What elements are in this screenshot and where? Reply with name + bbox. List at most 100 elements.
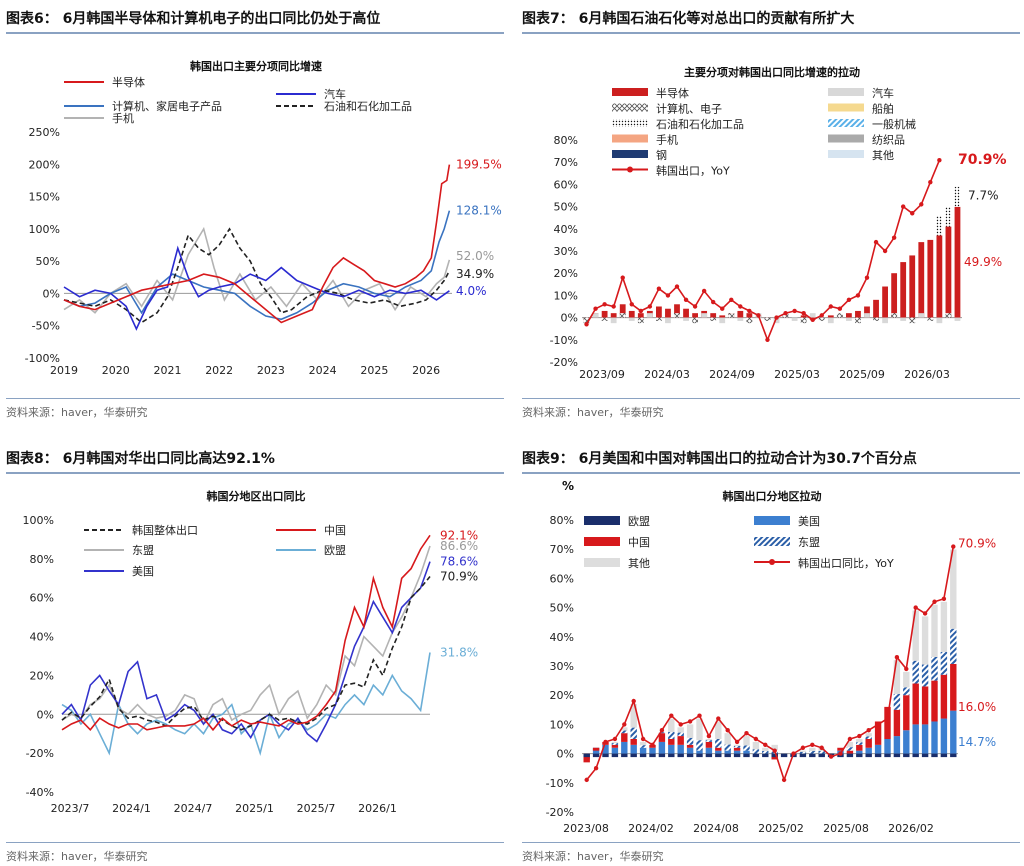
bar-us bbox=[602, 744, 609, 754]
total-marker bbox=[725, 728, 730, 733]
bar-eu bbox=[592, 753, 600, 758]
bar-other bbox=[656, 317, 662, 321]
bar-other bbox=[724, 733, 731, 745]
total-marker bbox=[810, 317, 815, 323]
bar-china bbox=[950, 663, 957, 711]
bar-other bbox=[610, 317, 617, 324]
bar-eu bbox=[733, 753, 741, 758]
bar-other bbox=[882, 317, 888, 324]
legend-swatch bbox=[584, 537, 620, 546]
bar-asean bbox=[639, 745, 647, 748]
bar-china bbox=[658, 733, 666, 742]
y-tick-label: -20% bbox=[550, 356, 578, 369]
bar-us bbox=[715, 750, 722, 754]
legend-label: 半导体 bbox=[656, 86, 689, 100]
bar-eu bbox=[846, 753, 854, 758]
bar-eu bbox=[630, 753, 637, 758]
legend-label: 汽车 bbox=[872, 86, 894, 100]
bar-eu bbox=[658, 753, 666, 758]
bar-us bbox=[903, 730, 910, 754]
bar-eu bbox=[809, 753, 816, 758]
total-marker bbox=[765, 337, 770, 342]
bar-eu bbox=[940, 753, 948, 758]
bar-other bbox=[921, 616, 929, 665]
legend-swatch bbox=[828, 88, 864, 96]
bar-other bbox=[809, 313, 816, 318]
bar-other bbox=[715, 721, 722, 739]
total-marker bbox=[659, 728, 665, 733]
bar-china bbox=[931, 680, 938, 722]
total-marker bbox=[622, 722, 627, 727]
total-marker bbox=[857, 733, 862, 739]
total-marker bbox=[792, 308, 797, 314]
y-tick-label: 10% bbox=[550, 718, 574, 731]
bar-china bbox=[856, 744, 863, 751]
bar-asean bbox=[658, 732, 666, 734]
bar-china bbox=[583, 753, 590, 763]
bar-us bbox=[950, 710, 957, 754]
bar-eu bbox=[771, 753, 778, 758]
bar-semiconductor bbox=[637, 313, 644, 318]
bar-other bbox=[799, 750, 807, 752]
legend-label: 一般机械 bbox=[872, 117, 916, 131]
bar-other bbox=[752, 741, 760, 750]
bar-asean bbox=[921, 664, 929, 687]
legend-swatch bbox=[828, 119, 864, 127]
legend-marker bbox=[627, 166, 633, 173]
bar-other bbox=[692, 317, 698, 324]
bar-eu bbox=[884, 753, 891, 758]
bar-asean bbox=[752, 749, 760, 754]
x-tick-label: 2022 bbox=[205, 364, 233, 377]
bar-eu bbox=[705, 753, 713, 758]
bar-other bbox=[677, 727, 684, 733]
legend-swatch bbox=[612, 150, 648, 158]
y-tick-label: 20% bbox=[550, 689, 574, 702]
total-marker bbox=[612, 736, 618, 742]
x-tick-label: 2024/1 bbox=[112, 802, 151, 815]
end-value-label: 86.6% bbox=[440, 539, 478, 553]
legend-label: 钢 bbox=[656, 149, 667, 162]
bar-eu bbox=[865, 753, 872, 758]
bar-asean bbox=[696, 740, 703, 751]
bar-china bbox=[921, 686, 929, 725]
x-tick-label: 2024/09 bbox=[709, 368, 755, 381]
series-line-石油和石化加工品 bbox=[63, 227, 451, 324]
legend-label: 欧盟 bbox=[628, 515, 650, 528]
bar-china bbox=[874, 721, 882, 745]
total-marker bbox=[900, 204, 906, 209]
bar-china bbox=[611, 744, 619, 748]
bar-other bbox=[855, 317, 861, 324]
bar-semiconductor bbox=[628, 310, 635, 318]
bar-eu bbox=[696, 753, 703, 758]
total-marker bbox=[706, 733, 712, 739]
bar-us bbox=[874, 744, 882, 754]
panel-title: 图表9： 6月美国和中国对韩国出口的拉动合计为30.7个百分点 bbox=[522, 446, 1020, 474]
bar-us bbox=[724, 750, 731, 754]
legend-swatch bbox=[754, 537, 790, 546]
series-line-欧盟 bbox=[61, 652, 431, 757]
bar-eu bbox=[611, 753, 619, 758]
total-marker bbox=[928, 179, 933, 185]
bar-other bbox=[912, 610, 919, 661]
bar-china bbox=[884, 706, 891, 739]
source-note: 资料来源：haver，华泰研究 bbox=[522, 398, 1020, 420]
panel-title: 图表6： 6月韩国半导体和计算机电子的出口同比仍处于高位 bbox=[6, 6, 504, 34]
total-marker bbox=[692, 304, 698, 309]
bar-other bbox=[827, 317, 834, 324]
bar-eu bbox=[950, 753, 957, 758]
series-line-半导体 bbox=[63, 164, 451, 324]
bar-other bbox=[809, 747, 816, 751]
series-line-中国 bbox=[61, 534, 431, 732]
bar-us bbox=[649, 747, 656, 754]
bar-eu bbox=[639, 753, 647, 758]
y-tick-label: -10% bbox=[546, 777, 574, 790]
bar-other bbox=[701, 313, 708, 318]
x-tick-label: 2025/1 bbox=[235, 802, 274, 815]
legend-swatch bbox=[584, 516, 620, 525]
legend-label: 韩国出口，YoY bbox=[656, 164, 730, 178]
total-marker bbox=[650, 742, 655, 748]
bar-other bbox=[728, 313, 735, 318]
y-tick-label: 0% bbox=[561, 312, 578, 325]
y-tick-label: 40% bbox=[550, 631, 574, 644]
x-tick-label: 2025/7 bbox=[297, 802, 336, 815]
